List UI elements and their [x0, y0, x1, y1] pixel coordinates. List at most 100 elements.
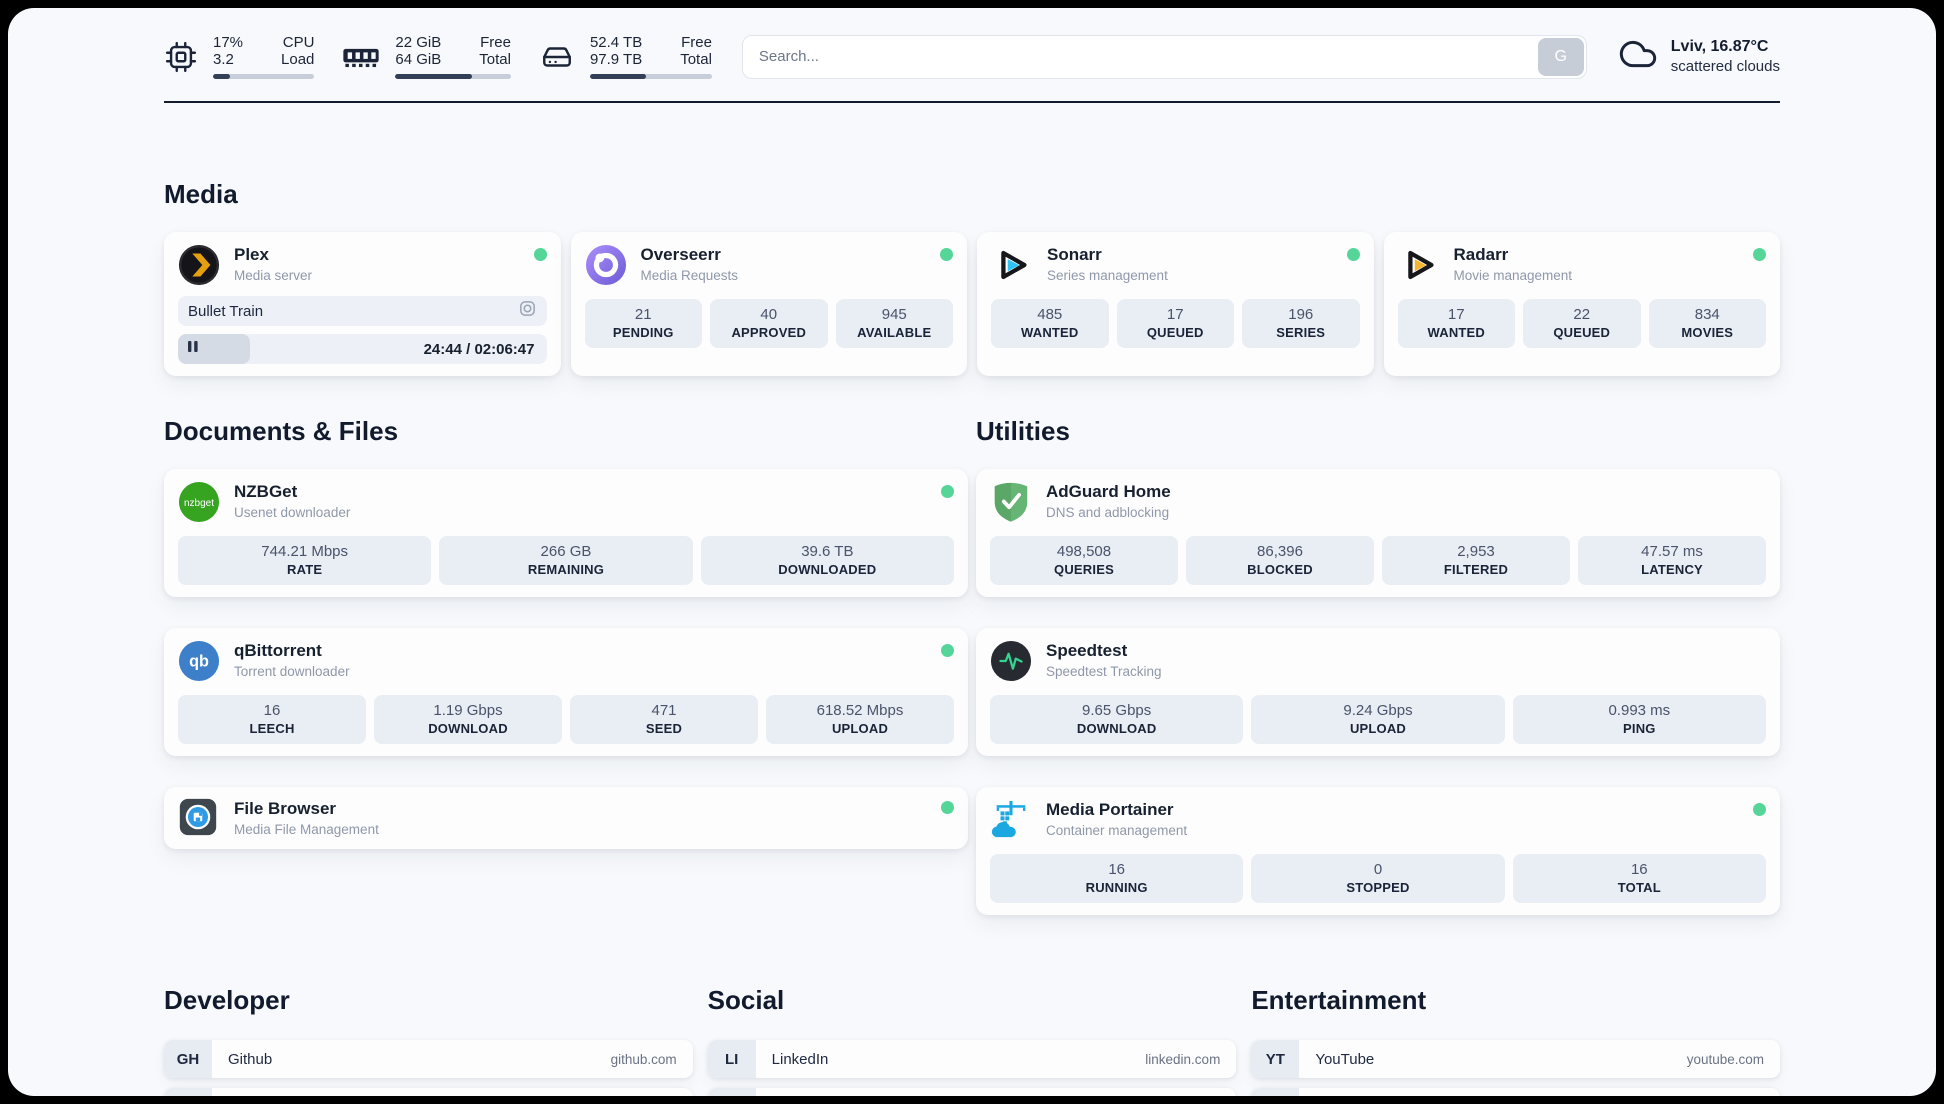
status-dot [941, 801, 954, 814]
link-tag: SO [164, 1088, 212, 1096]
app-card-portainer[interactable]: Media Portainer Container management 16 R… [976, 787, 1780, 915]
playback-time: 24:44 / 02:06:47 [423, 340, 535, 358]
link-youtube[interactable]: YT YouTube youtube.com [1251, 1040, 1780, 1078]
cpu-load: 3.2 [213, 51, 234, 68]
app-name: Speedtest [1046, 641, 1128, 660]
system-stats: 17% CPU 3.2 Load [164, 34, 712, 79]
cpu-load-label: Load [281, 51, 315, 68]
stat-box: 744.21 Mbps RATE [178, 536, 432, 585]
app-card-radarr[interactable]: Radarr Movie management 17 WANTED 22 QUEUE… [1383, 232, 1780, 376]
camera-icon[interactable] [518, 299, 537, 323]
link-twitter[interactable]: TW Twitter twitter.com [707, 1088, 1237, 1096]
stat-box: 39.6 TB DOWNLOADED [700, 536, 954, 585]
now-playing-title: Bullet Train [188, 302, 264, 320]
app-name: Plex [234, 245, 269, 264]
disk-icon [539, 40, 575, 74]
link-netflix[interactable]: NF Netflix netflix.com [1251, 1088, 1780, 1096]
disk-progress [589, 74, 712, 79]
app-subtitle: Media File Management [234, 822, 379, 837]
media-grid: Plex Media server Bullet Train [164, 232, 1780, 376]
app-card-sonarr[interactable]: Sonarr Series management 485 WANTED 17 QUE… [977, 232, 1374, 376]
stat-box: 498,508 QUERIES [990, 536, 1178, 585]
radarr-icon [1398, 244, 1440, 286]
section-title-entertainment: Entertainment [1251, 985, 1427, 1015]
app-subtitle: Media Requests [640, 268, 739, 283]
section-title-media: Media [164, 179, 238, 209]
app-card-adguard[interactable]: AdGuard Home DNS and adblocking 498,508 Q… [976, 469, 1780, 597]
app-card-qbittorrent[interactable]: qb qBittorrent Torrent downloader 16 LEEC… [164, 628, 968, 756]
ram-icon [342, 42, 380, 72]
stat-box: 485 WANTED [991, 299, 1109, 348]
nzbget-icon: nzbget [178, 481, 220, 523]
app-card-speedtest[interactable]: Speedtest Speedtest Tracking 9.65 Gbps DO… [976, 628, 1780, 756]
app-card-filebrowser[interactable]: File Browser Media File Management [164, 787, 968, 849]
stat-box: 834 MOVIES [1648, 299, 1766, 348]
stat-box: 17 QUEUED [1116, 299, 1234, 348]
app-card-nzbget[interactable]: nzbget NZBGet Usenet downloader 744.21 M… [164, 469, 968, 597]
cpu-usage: 17% [213, 34, 244, 51]
developer-links: Developer GH Github github.com SO StackO… [164, 985, 693, 1096]
app-subtitle: Series management [1047, 268, 1168, 283]
ram-free: 22 GiB [395, 34, 442, 51]
status-dot [941, 644, 954, 657]
stat-box: 266 GB REMAINING [439, 536, 693, 585]
ram-progress [395, 74, 511, 79]
stat-box: 196 SERIES [1242, 299, 1360, 348]
app-name: Radarr [1453, 245, 1509, 264]
stat-box: 17 WANTED [1397, 299, 1515, 348]
stat-box: 0 STOPPED [1251, 854, 1505, 903]
portainer-icon [990, 799, 1032, 841]
app-card-overseerr[interactable]: Overseerr Media Requests 21 PENDING 40 APP… [570, 232, 967, 376]
svg-text:qb: qb [189, 653, 209, 671]
app-subtitle: Container management [1046, 823, 1188, 838]
stat-box: 9.24 Gbps UPLOAD [1251, 695, 1505, 744]
status-dot [1753, 803, 1766, 816]
weather-location: Lviv, 16.87°C [1670, 38, 1769, 55]
link-tag: NF [1251, 1088, 1300, 1096]
search-engine-button[interactable]: G [1537, 37, 1584, 76]
app-subtitle: Media server [234, 268, 313, 283]
stat-box: 47.57 ms LATENCY [1578, 536, 1766, 585]
search-input[interactable] [741, 34, 1587, 79]
stat-box: 618.52 Mbps UPLOAD [766, 695, 954, 744]
ram-free-label: Free [480, 34, 511, 51]
status-dot [1346, 248, 1360, 261]
link-github[interactable]: GH Github github.com [164, 1040, 693, 1078]
app-subtitle: Movie management [1453, 268, 1573, 283]
status-dot [941, 485, 954, 498]
app-name: qBittorrent [234, 641, 322, 660]
cpu-icon [164, 40, 198, 74]
link-tag: GH [164, 1040, 212, 1078]
pause-icon [187, 340, 199, 358]
app-subtitle: DNS and adblocking [1046, 505, 1170, 520]
documents-column: Documents & Files nzbget NZBGet Usenet d… [164, 416, 968, 849]
sonarr-icon [991, 244, 1033, 286]
search-bar: G [741, 34, 1587, 79]
stat-box: 1.19 Gbps DOWNLOAD [374, 695, 562, 744]
link-stackoverflow[interactable]: SO StackOverflow stackoverflow.com [164, 1088, 693, 1096]
status-dot [1753, 248, 1766, 261]
section-title-social: Social [707, 985, 785, 1015]
link-url: github.com [610, 1051, 677, 1067]
adguard-icon [990, 481, 1032, 523]
stat-box: 471 SEED [570, 695, 758, 744]
disk-free: 52.4 TB [589, 34, 643, 51]
app-card-plex[interactable]: Plex Media server Bullet Train [164, 232, 561, 376]
link-linkedin[interactable]: LI LinkedIn linkedin.com [707, 1040, 1237, 1078]
cpu-label: CPU [282, 34, 315, 51]
overseerr-icon [585, 244, 627, 286]
filebrowser-icon [178, 797, 220, 839]
cpu-progress [213, 74, 315, 79]
stat-box: 16 LEECH [178, 695, 366, 744]
header: 17% CPU 3.2 Load [164, 34, 1780, 79]
app-name: AdGuard Home [1046, 482, 1171, 501]
stat-box: 0.993 ms PING [1512, 695, 1766, 744]
playback-progress: 24:44 / 02:06:47 [178, 334, 547, 364]
app-name: NZBGet [234, 482, 298, 501]
qbittorrent-icon: qb [178, 640, 220, 682]
ram-total-label: Total [479, 51, 511, 68]
app-name: Sonarr [1047, 245, 1102, 264]
disk-free-label: Free [681, 34, 712, 51]
dashboard: 17% CPU 3.2 Load [8, 8, 1936, 1096]
section-title-utilities: Utilities [976, 416, 1070, 446]
